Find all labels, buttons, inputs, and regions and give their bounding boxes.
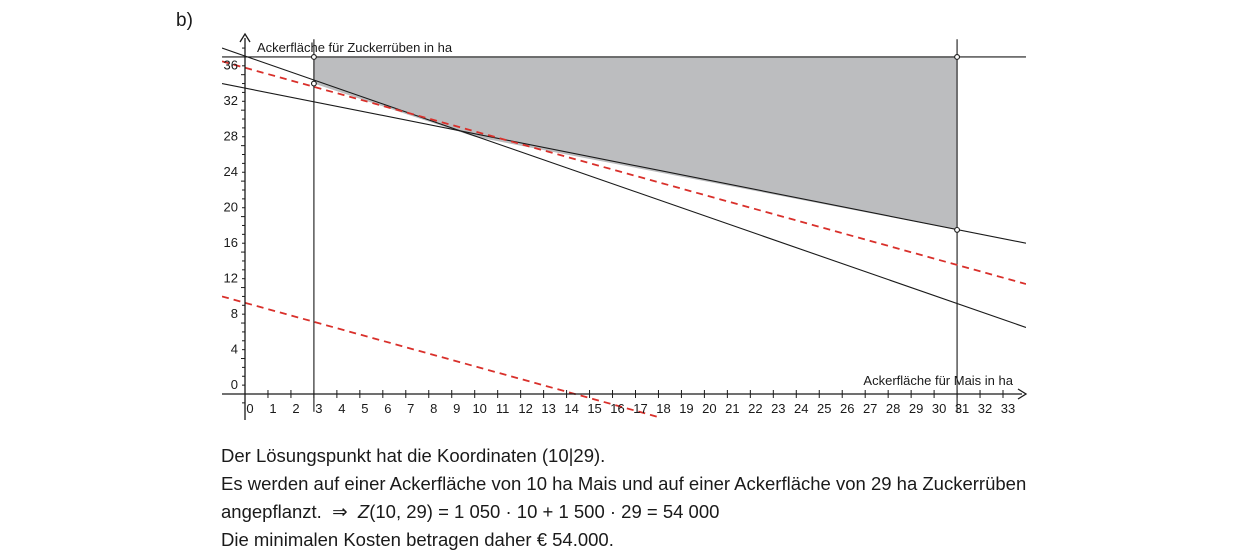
x-tick-label: 27 [863,401,877,416]
x-tick-label: 2 [292,401,299,416]
x-tick-label: 25 [817,401,831,416]
x-tick-label: 20 [702,401,716,416]
x-tick-label: 7 [407,401,414,416]
objective-function-expression: (10, 29) = 1 050 · 10 + 1 500 · 29 = 54 … [369,501,720,522]
x-tick-label: 19 [679,401,693,416]
solution-line-3-prefix: angepflanzt. [221,501,322,522]
x-tick-label: 30 [932,401,946,416]
x-tick-label: 1 [269,401,276,416]
y-tick-label: 12 [224,271,238,286]
x-tick-label: 5 [361,401,368,416]
x-tick-label: 8 [430,401,437,416]
x-tick-label: 26 [840,401,854,416]
corner-point [310,80,317,87]
corner-point [954,53,961,60]
corner-point [310,53,317,60]
x-tick-label: 33 [1001,401,1015,416]
x-tick-label: 12 [518,401,532,416]
x-tick-label: 13 [541,401,555,416]
x-tick-label: 22 [748,401,762,416]
y-axis-title: Ackerfläche für Zuckerrüben in ha [257,40,453,55]
x-tick-label: 31 [955,401,969,416]
x-tick-label: 17 [633,401,647,416]
x-tick-label: 6 [384,401,391,416]
solution-line-4: Die minimalen Kosten betragen daher € 54… [221,529,614,550]
solution-line-3: angepflanzt. ⇒ Z(10, 29) = 1 050 · 10 + … [221,498,1026,526]
y-tick-label: 28 [224,129,238,144]
x-tick-label: 24 [794,401,808,416]
y-tick-label: 32 [224,93,238,108]
x-axis-arrowhead [1017,388,1028,400]
solution-line-1: Der Lösungspunkt hat die Koordinaten (10… [221,445,606,466]
linear-optimization-graph: 0 1 2 3 4 5 6 7 8 9 10 11 12 13 14 15 16 17 18 19 20 21 22 23 24… [222,32,1028,420]
constraint-line-1 [222,47,1026,328]
constraint-line-2 [222,83,1026,244]
y-tick-label: 20 [224,200,238,215]
x-tick-label: 14 [564,401,578,416]
x-tick-label: 0 [246,401,253,416]
implies-arrow: ⇒ [332,501,348,522]
solution-line-2: Es werden auf einer Ackerfläche von 10 h… [221,473,1027,494]
x-tick-label: 18 [656,401,670,416]
x-tick-label: 15 [587,401,601,416]
objective-function-symbol: Z [357,501,370,522]
task-label: b) [176,10,193,31]
x-tick-label: 9 [453,401,460,416]
y-tick-label: 0 [231,377,238,392]
x-tick-label: 3 [315,401,322,416]
corner-point [954,226,961,233]
y-tick-label: 36 [224,58,238,73]
objective-line-2 [222,295,659,418]
x-tick-label: 16 [610,401,624,416]
x-tick-label: 11 [496,401,510,416]
y-tick-label: 4 [231,342,238,357]
y-tick-label: 16 [224,235,238,250]
solution-text: Der Lösungspunkt hat die Koordinaten (10… [221,442,1026,554]
x-tick-label: 10 [472,401,486,416]
x-tick-label: 21 [725,401,739,416]
y-tick-label: 8 [231,306,238,321]
feasible-region [313,56,958,230]
x-tick-label: 29 [909,401,923,416]
x-tick-label: 32 [978,401,992,416]
y-tick-label: 24 [224,164,238,179]
x-tick-label: 28 [886,401,900,416]
x-axis-title: Ackerfläche für Mais in ha [863,373,1013,388]
x-tick-label: 4 [338,401,345,416]
y-axis-arrowhead [239,32,251,43]
x-tick-label: 23 [771,401,785,416]
